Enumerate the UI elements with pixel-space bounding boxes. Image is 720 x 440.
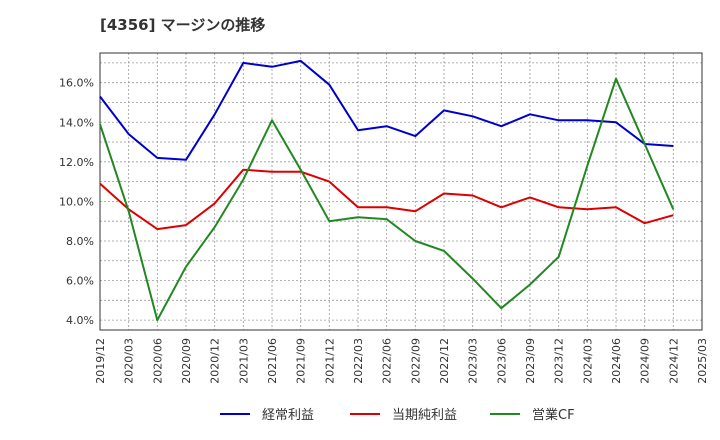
series-line-2: [99, 168, 674, 231]
x-tick-label: 2021/09: [295, 338, 308, 384]
plot-area: 4.0% 6.0% 8.0% 10.0% 12.0% 14.0% 16.0% 2019/12 2…: [59, 52, 709, 384]
y-tick-label: 8.0%: [66, 235, 94, 248]
chart-title: [4356] マージンの推移: [100, 16, 265, 34]
legend-label-2: 当期純利益: [392, 408, 457, 423]
x-tick-label: 2022/09: [409, 338, 422, 384]
x-tick-label: 2024/12: [667, 338, 680, 384]
x-tick-label: 2023/06: [495, 338, 508, 384]
x-tick-label: 2022/12: [438, 338, 451, 384]
x-tick-label: 2023/03: [467, 338, 480, 384]
x-tick-label: 2020/06: [151, 338, 164, 384]
x-tick-label: 2023/09: [524, 338, 537, 384]
legend-label-1: 経常利益: [262, 408, 314, 423]
x-tick-label: 2020/03: [123, 338, 136, 384]
x-tick-label: 2019/12: [94, 338, 107, 384]
legend: 経常利益 当期純利益 営業CF: [220, 407, 575, 423]
y-tick-label: 12.0%: [59, 156, 94, 169]
y-tick-label: 16.0%: [59, 77, 94, 90]
x-tick-label: 2024/03: [581, 338, 594, 384]
series-line-1: [99, 59, 674, 161]
plot-background: [100, 53, 702, 330]
x-tick-label: 2021/03: [237, 338, 250, 384]
series-line-3: [99, 77, 675, 322]
plot-frame: [99, 52, 703, 331]
x-tick-label: 2020/09: [180, 338, 193, 384]
x-tick-label: 2022/06: [381, 338, 394, 384]
y-tick-label: 14.0%: [59, 116, 94, 129]
x-tick-label: 2023/12: [553, 338, 566, 384]
x-tick-label: 2024/06: [610, 338, 623, 384]
x-tick-label: 2021/06: [266, 338, 279, 384]
legend-label-3: 営業CF: [532, 407, 575, 423]
x-tick-label: 2020/12: [209, 338, 222, 384]
y-tick-label: 4.0%: [66, 314, 94, 327]
y-tick-label: 10.0%: [59, 195, 94, 208]
x-tick-label: 2025/03: [696, 338, 709, 384]
x-tick-label: 2024/09: [639, 338, 652, 384]
x-tick-label: 2022/03: [352, 338, 365, 384]
y-tick-label: 6.0%: [66, 275, 94, 288]
x-tick-label: 2021/12: [323, 338, 336, 384]
